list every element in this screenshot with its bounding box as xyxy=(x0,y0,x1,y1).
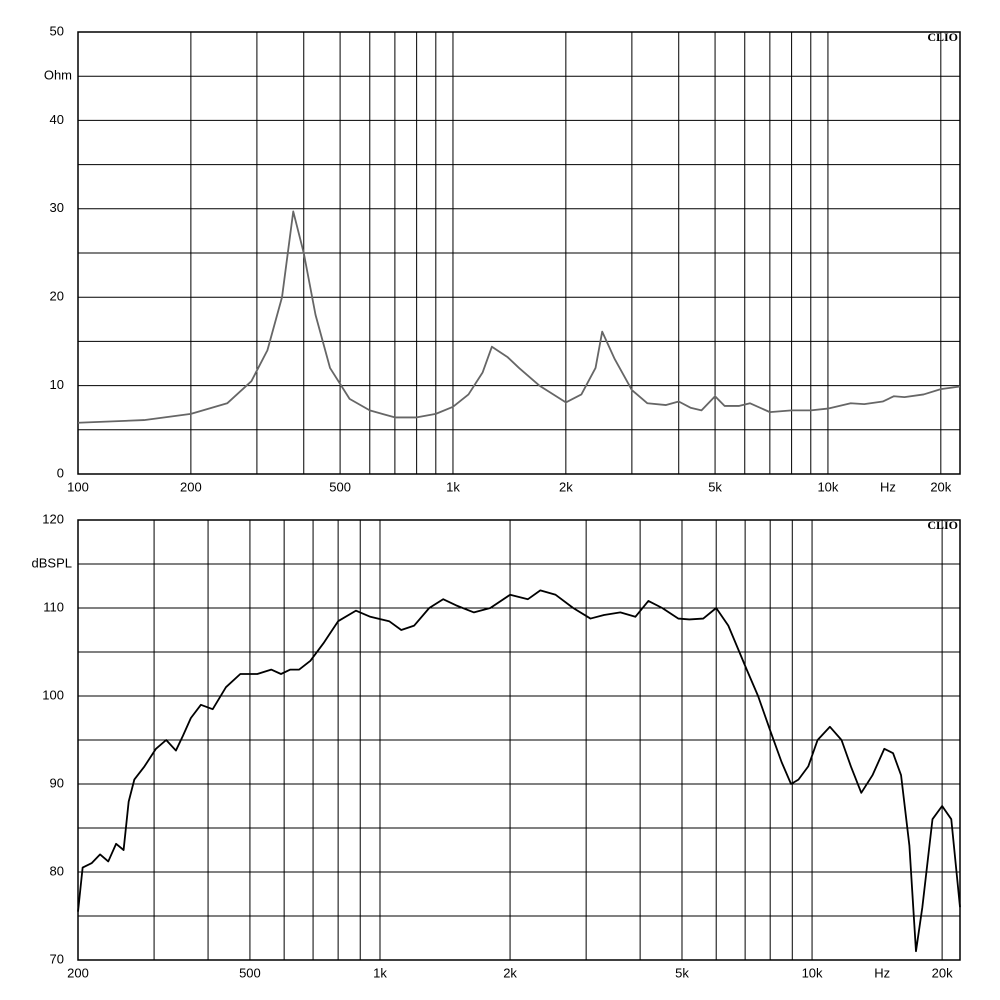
x-axis-label: Hz xyxy=(874,965,890,980)
x-tick-label: 10k xyxy=(802,965,823,980)
x-tick-label: 500 xyxy=(329,479,351,494)
x-tick-label: 500 xyxy=(239,965,261,980)
y-tick-label: 20 xyxy=(50,289,64,304)
x-tick-label: 200 xyxy=(180,479,202,494)
y-tick-label: 90 xyxy=(50,775,64,790)
x-tick-label: 20k xyxy=(932,965,953,980)
y-tick-label: 50 xyxy=(50,23,64,38)
x-tick-label: 10k xyxy=(817,479,838,494)
x-tick-label: 1k xyxy=(446,479,460,494)
x-tick-label: 5k xyxy=(708,479,722,494)
y-tick-label: 10 xyxy=(50,377,64,392)
x-tick-label: 100 xyxy=(67,479,89,494)
plot-frame xyxy=(77,31,961,475)
plot-frame xyxy=(77,519,961,961)
data-line xyxy=(77,589,961,953)
x-tick-label: 20k xyxy=(930,479,951,494)
y-tick-label: 110 xyxy=(43,599,64,614)
y-tick-label: 40 xyxy=(50,112,64,127)
y-tick-label: 120 xyxy=(42,511,64,526)
y-axis-label: dBSPL xyxy=(32,555,72,570)
x-tick-label: 200 xyxy=(67,965,89,980)
x-axis-label: Hz xyxy=(880,479,896,494)
brand: CLIO xyxy=(927,518,958,532)
y-tick-label: 0 xyxy=(57,465,64,480)
x-tick-label: 2k xyxy=(559,479,573,494)
y-tick-label: 30 xyxy=(50,200,64,215)
y-tick-label: 100 xyxy=(42,687,64,702)
data-line xyxy=(77,210,961,424)
x-tick-label: 5k xyxy=(675,965,689,980)
y-tick-label: 70 xyxy=(50,951,64,966)
x-tick-label: 2k xyxy=(503,965,517,980)
y-axis-label: Ohm xyxy=(44,68,72,83)
y-tick-label: 80 xyxy=(50,863,64,878)
x-tick-label: 1k xyxy=(373,965,387,980)
brand: CLIO xyxy=(927,30,958,44)
